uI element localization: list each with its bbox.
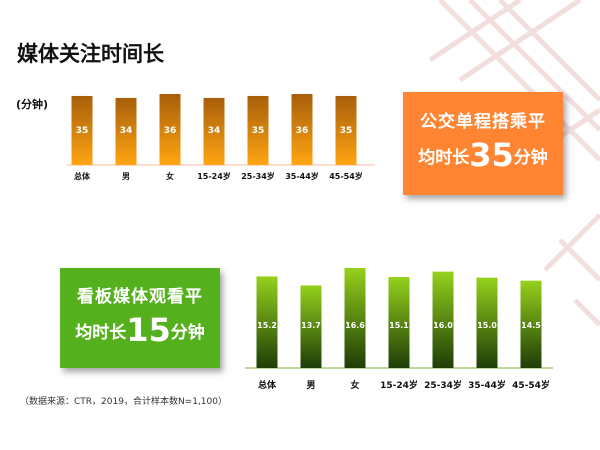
x-tick-label: 女 bbox=[350, 379, 359, 391]
x-tick-label: 45-54岁 bbox=[329, 171, 363, 181]
bar-value-label: 15.2 bbox=[257, 321, 277, 330]
bar bbox=[159, 94, 181, 165]
bar bbox=[344, 268, 366, 368]
x-tick-label: 男 bbox=[306, 380, 315, 391]
bar bbox=[115, 97, 137, 165]
bus-ride-callout: 公交单程搭乘平 均时长35分钟 bbox=[403, 92, 563, 195]
bar-value-label: 36 bbox=[164, 126, 177, 136]
board-callout-line1: 看板媒体观看平 bbox=[77, 286, 203, 307]
bus-callout-suffix: 分钟 bbox=[513, 148, 548, 168]
board-callout-number: 15 bbox=[126, 310, 171, 349]
bar-value-label: 36 bbox=[296, 126, 309, 136]
bus-callout-number: 35 bbox=[469, 136, 514, 174]
bar bbox=[520, 280, 542, 368]
x-tick-label: 15-24岁 bbox=[197, 171, 231, 181]
x-tick-label: 总体 bbox=[258, 379, 277, 391]
bar-value-label: 16.0 bbox=[433, 321, 453, 330]
board-callout-prefix: 均时长 bbox=[75, 322, 127, 343]
bar-value-label: 35 bbox=[76, 126, 89, 136]
bar-value-label: 13.7 bbox=[301, 321, 321, 330]
bar-value-label: 34 bbox=[208, 126, 221, 136]
bar-value-label: 15.0 bbox=[477, 321, 497, 330]
bar-value-label: 15.1 bbox=[389, 321, 409, 330]
bar bbox=[203, 97, 225, 165]
bar bbox=[247, 95, 269, 165]
bar bbox=[432, 271, 454, 368]
x-tick-label: 25-34岁 bbox=[241, 171, 275, 181]
bus-callout-prefix: 均时长 bbox=[418, 148, 470, 168]
bar-value-label: 16.6 bbox=[345, 321, 365, 330]
bus-callout-line1: 公交单程搭乘平 bbox=[420, 112, 546, 132]
board-callout-suffix: 分钟 bbox=[170, 322, 205, 343]
bar bbox=[476, 277, 498, 368]
bar bbox=[256, 276, 278, 368]
bar-value-label: 14.5 bbox=[521, 321, 541, 330]
bar bbox=[335, 95, 357, 165]
source-note: （数据来源：CTR，2019，合计样本数N=1,100） bbox=[20, 397, 227, 407]
bar bbox=[71, 95, 93, 165]
x-tick-label: 45-54岁 bbox=[512, 379, 550, 391]
x-tick-label: 总体 bbox=[74, 171, 91, 181]
x-tick-label: 女 bbox=[166, 171, 174, 181]
x-tick-label: 25-34岁 bbox=[424, 379, 462, 391]
page-title: 媒体关注时间长 bbox=[17, 42, 164, 66]
x-tick-label: 35-44岁 bbox=[468, 379, 506, 391]
x-tick-label: 35-44岁 bbox=[285, 171, 319, 181]
bar-value-label: 35 bbox=[340, 126, 353, 136]
bar-value-label: 34 bbox=[120, 126, 133, 136]
board-view-callout: 看板媒体观看平 均时长15分钟 bbox=[60, 268, 220, 368]
y-unit-label: (分钟) bbox=[16, 98, 49, 111]
x-tick-label: 15-24岁 bbox=[380, 379, 418, 391]
bar bbox=[291, 94, 313, 165]
bar-value-label: 35 bbox=[252, 126, 265, 136]
bar bbox=[388, 277, 410, 368]
bar bbox=[300, 285, 322, 368]
board-callout-line2: 均时长15分钟 bbox=[75, 310, 205, 353]
bus-callout-line2: 均时长35分钟 bbox=[418, 135, 548, 178]
x-tick-label: 男 bbox=[122, 172, 130, 181]
